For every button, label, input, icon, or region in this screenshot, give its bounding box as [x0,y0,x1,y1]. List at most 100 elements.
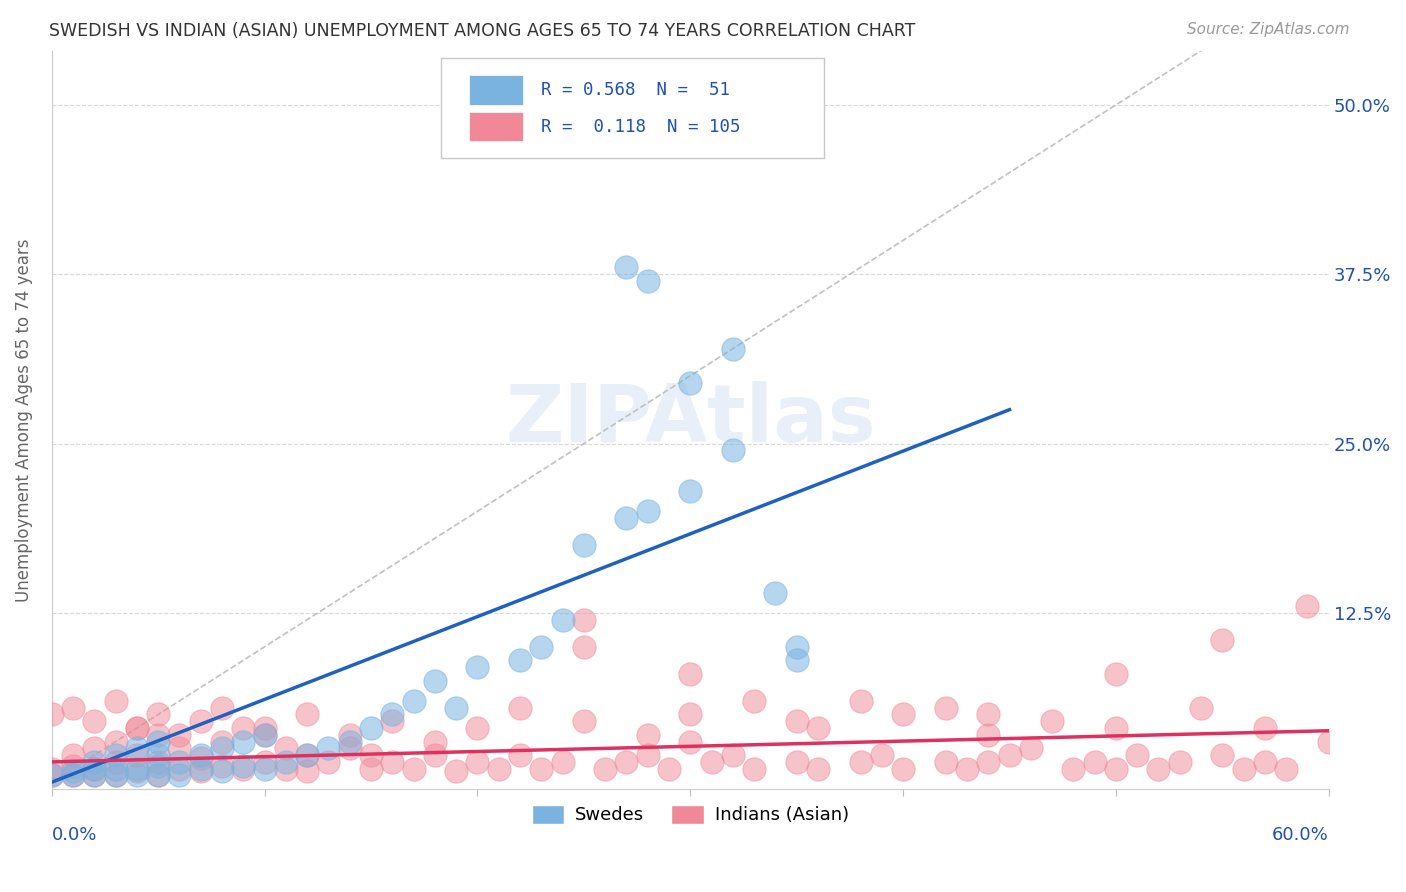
Point [849,694,872,708]
Point [360,748,382,763]
Point [146,768,169,782]
Point [83,714,105,729]
Point [125,721,148,735]
Point [998,748,1021,763]
Point [104,694,127,708]
Point [125,741,148,756]
Point [616,755,638,769]
Point [295,748,318,763]
Point [190,764,212,779]
Point [125,762,148,776]
Point [423,748,446,763]
Point [1296,599,1319,613]
Point [807,721,830,735]
Point [402,694,425,708]
Point [1211,632,1233,647]
Bar [470,112,523,142]
Point [956,762,979,776]
Point [104,768,127,782]
Bar [470,75,523,104]
Point [700,755,723,769]
Point [83,762,105,776]
Point [62,759,84,773]
Point [721,748,744,763]
Point [339,734,361,748]
Point [190,714,212,729]
Point [1168,755,1191,769]
Point [295,748,318,763]
Text: SWEDISH VS INDIAN (ASIAN) UNEMPLOYMENT AMONG AGES 65 TO 74 YEARS CORRELATION CHA: SWEDISH VS INDIAN (ASIAN) UNEMPLOYMENT A… [49,22,915,40]
Point [679,734,702,748]
Point [232,721,254,735]
Point [274,762,297,776]
Point [381,755,404,769]
Point [211,759,233,773]
Point [1254,755,1277,769]
Point [1105,666,1128,681]
Point [679,376,702,390]
Point [146,707,169,722]
Point [1084,755,1107,769]
Point [1040,714,1063,729]
Point [339,741,361,756]
Point [742,694,765,708]
Point [1126,748,1149,763]
Point [41,768,63,782]
Point [870,748,893,763]
Point [849,755,872,769]
Point [891,762,914,776]
Point [551,755,574,769]
Point [253,728,276,742]
Point [935,700,957,714]
Text: R =  0.118  N = 105: R = 0.118 N = 105 [541,118,741,136]
Point [1105,762,1128,776]
Point [211,700,233,714]
Point [253,728,276,742]
Point [318,741,340,756]
Point [786,640,808,654]
Point [786,714,808,729]
Point [146,759,169,773]
Point [423,734,446,748]
Point [169,755,191,769]
Point [211,734,233,748]
Point [146,768,169,782]
Point [62,748,84,763]
Point [1211,748,1233,763]
Point [679,707,702,722]
Point [616,511,638,525]
Point [169,762,191,776]
Point [1105,721,1128,735]
Point [211,741,233,756]
Point [1275,762,1298,776]
Point [1062,762,1084,776]
Point [232,762,254,776]
Point [381,714,404,729]
Point [318,755,340,769]
Point [467,721,489,735]
Point [169,768,191,782]
FancyBboxPatch shape [441,58,824,158]
Point [62,700,84,714]
Point [509,700,531,714]
Point [169,728,191,742]
Point [593,762,616,776]
Point [62,768,84,782]
Point [637,728,659,742]
Point [444,700,467,714]
Point [104,748,127,763]
Text: 60.0%: 60.0% [1272,826,1329,844]
Point [62,768,84,782]
Point [339,728,361,742]
Point [41,762,63,776]
Point [637,274,659,288]
Point [1233,762,1256,776]
Text: R = 0.568  N =  51: R = 0.568 N = 51 [541,81,730,99]
Y-axis label: Unemployment Among Ages 65 to 74 years: Unemployment Among Ages 65 to 74 years [15,238,32,601]
Point [253,721,276,735]
Point [572,640,595,654]
Point [530,762,553,776]
Text: Source: ZipAtlas.com: Source: ZipAtlas.com [1187,22,1350,37]
Point [572,613,595,627]
Point [295,707,318,722]
